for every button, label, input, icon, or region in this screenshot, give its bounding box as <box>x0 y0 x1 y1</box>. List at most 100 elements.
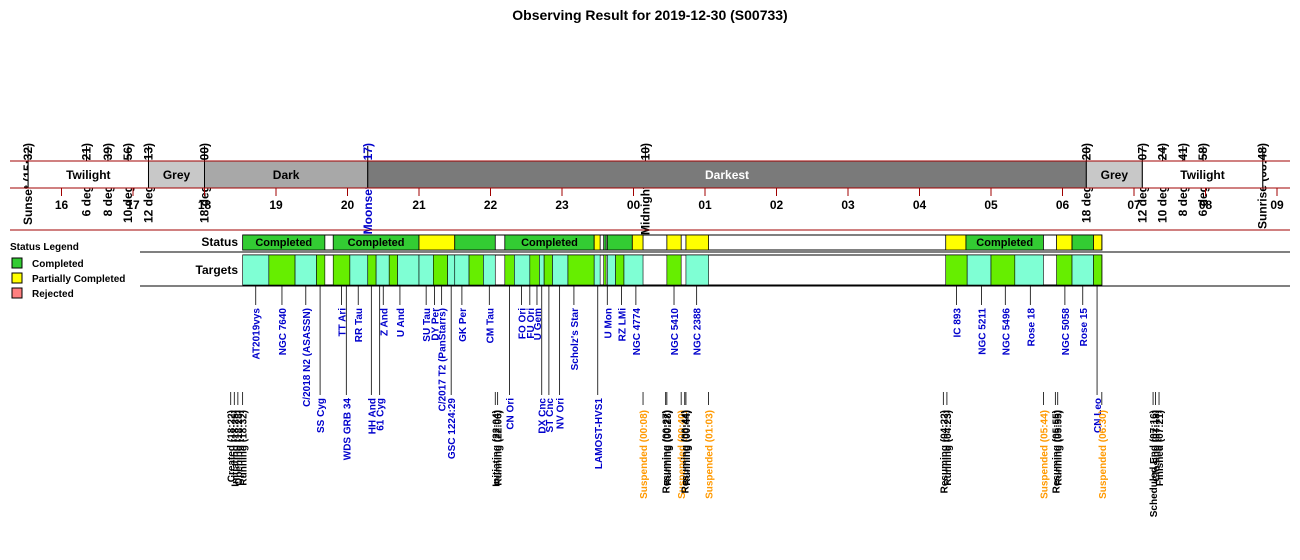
target-label: CN Ori <box>506 398 517 430</box>
phase-label: Dark <box>273 168 300 182</box>
event-label: Resuming (04:22) <box>939 410 950 493</box>
target-segment <box>514 254 531 286</box>
axis-tick-label: 18 <box>198 198 212 212</box>
status-segment-label: Completed <box>348 237 405 249</box>
target-segment <box>990 254 1016 286</box>
status-row-label: Status <box>201 235 238 249</box>
event-label: Suspended (05:44) <box>1039 410 1050 499</box>
status-segment-completed <box>965 234 1044 251</box>
target-label: C/2018 N2 (ASASSN) <box>302 308 313 407</box>
target-segment <box>1093 254 1103 286</box>
target-labels: AT2019vys NGC 7640 C/2018 N2 (ASASSN)SS Cy… <box>252 286 1104 469</box>
status-segment-partial <box>631 234 644 251</box>
axis-tick-label: 23 <box>555 198 569 212</box>
status-legend: Status Legend Completed Partially Complet… <box>10 242 125 300</box>
phase-label: Twilight <box>66 168 110 182</box>
target-segment <box>685 254 709 286</box>
event-label: Running (00:44) <box>682 410 693 486</box>
phase-label: Grey <box>163 168 191 182</box>
target-label: DY Per <box>430 308 441 341</box>
target-label: NGC 5496 <box>1001 308 1012 356</box>
legend-label: Rejected <box>32 289 74 300</box>
target-label: U And <box>396 308 407 337</box>
phase-label: Darkest <box>705 168 749 182</box>
target-segment <box>332 254 351 286</box>
status-segment-partial <box>666 234 682 251</box>
target-segment <box>397 254 420 286</box>
event-label: Suspended (00:40) <box>677 410 688 499</box>
target-segment <box>242 254 270 286</box>
target-label: NGC 2388 <box>693 308 704 356</box>
target-segment <box>367 254 377 286</box>
status-segment-partial <box>1056 234 1073 251</box>
target-segment <box>552 254 569 286</box>
target-label: LAMOST-HVS1 <box>594 398 605 470</box>
target-segment <box>623 254 644 286</box>
axis-tick-label: 22 <box>484 198 498 212</box>
target-label: IC 893 <box>952 308 963 338</box>
event-labels: Created (18:22)Initiating (18:25)Opening… <box>227 392 1166 517</box>
status-segment-partial <box>685 234 709 251</box>
target-segment <box>966 254 992 286</box>
target-label: GK Per <box>458 308 469 342</box>
target-segment <box>1014 254 1044 286</box>
target-label: TT Ari <box>338 308 349 337</box>
target-segment <box>945 254 968 286</box>
target-segment <box>666 254 682 286</box>
sky-phase-band: Twilight Grey Dark Darkest Grey Twilight <box>10 160 1290 189</box>
target-label: DX Cnc <box>538 398 549 434</box>
target-segment <box>1071 254 1094 286</box>
target-label: NGC 4774 <box>632 308 643 356</box>
target-label: ST Cnc <box>545 398 556 433</box>
target-segment <box>268 254 296 286</box>
target-segment <box>375 254 390 286</box>
axis-tick-label: 07 <box>1127 198 1141 212</box>
event-label: Finished (07:21) <box>1155 410 1166 486</box>
target-segment <box>504 254 515 286</box>
event-label: Initiating (22:04) <box>491 410 502 487</box>
legend-label: Partially Completed <box>32 274 125 285</box>
target-label: HH And <box>367 398 378 434</box>
target-label: NGC 7640 <box>278 308 289 356</box>
target-label: Scholz's Star <box>570 308 581 371</box>
status-segment-completed <box>606 234 633 251</box>
target-segment <box>418 254 434 286</box>
event-label: Running (22:06) <box>494 410 505 486</box>
status-segment-completed <box>1071 234 1094 251</box>
target-segment <box>483 254 496 286</box>
phase-label: Grey <box>1101 168 1129 182</box>
event-label: Suspended (01:03) <box>705 410 716 499</box>
target-segment <box>606 254 616 286</box>
event-label: Resuming (05:55) <box>1051 410 1062 493</box>
event-label: Running (18:32) <box>239 410 250 486</box>
target-segment <box>316 254 326 286</box>
target-segment <box>447 254 456 286</box>
event-label: Running (05:55) <box>1054 410 1065 486</box>
phase-label: Twilight <box>1180 168 1224 182</box>
target-segment <box>529 254 540 286</box>
axis-tick-label: 19 <box>269 198 283 212</box>
target-label: SU Tau <box>422 308 433 342</box>
event-label: Initiating (18:25) <box>230 410 241 487</box>
target-label: C/2017 T2 (PanStarrs) <box>438 308 449 411</box>
status-segment-label: Completed <box>255 237 312 249</box>
event-label: Scheduled End (07:16) <box>1149 410 1160 517</box>
status-segment-completed <box>242 234 326 251</box>
event-label: Resuming (00:27) <box>662 410 673 493</box>
sky-marker-label: Moonset (20:17) <box>361 143 375 234</box>
status-segment-partial <box>1093 234 1103 251</box>
event-label: Resuming (00:44) <box>681 410 692 493</box>
status-segment-partial <box>418 234 456 251</box>
target-label: CM Tau <box>485 308 496 343</box>
axis-tick-label: 04 <box>913 198 927 212</box>
sky-marker-label: Midnight (00:10) <box>638 143 652 235</box>
axis-tick-label: 03 <box>841 198 855 212</box>
status-segment-partial <box>945 234 967 251</box>
target-segment <box>294 254 317 286</box>
target-label: GSC 1224:29 <box>447 398 458 460</box>
status-segment-completed <box>603 234 607 251</box>
status-segment-partial <box>593 234 601 251</box>
status-segment-label: Completed <box>976 237 1033 249</box>
status-segment-completed <box>454 234 496 251</box>
axis-tick-label: 09 <box>1270 198 1284 212</box>
